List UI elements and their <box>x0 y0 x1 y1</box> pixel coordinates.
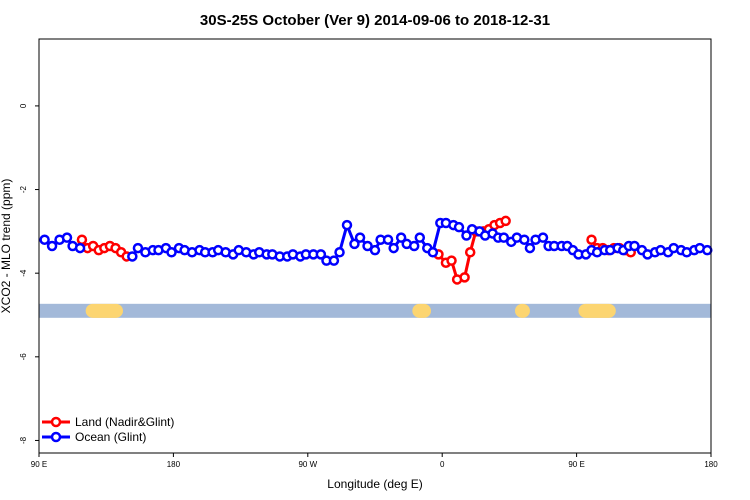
data-point <box>519 234 530 245</box>
data-point <box>166 247 177 258</box>
data-point <box>46 240 58 252</box>
data-point <box>524 242 536 254</box>
data-point <box>498 232 510 243</box>
x-tick-label: 90 E <box>568 460 584 469</box>
data-point <box>132 242 144 254</box>
data-point <box>61 232 73 243</box>
land-band-segment <box>85 303 123 318</box>
y-tick-label: -8 <box>19 436 28 444</box>
series-ocean <box>39 217 713 266</box>
data-point <box>362 240 373 252</box>
data-point <box>702 244 713 256</box>
data-point <box>459 272 470 283</box>
data-point <box>453 221 465 233</box>
y-tick-label: -2 <box>19 185 28 193</box>
legend-label-land: Land (Nadir&Glint) <box>75 415 174 429</box>
land-band-segment <box>412 303 431 318</box>
data-point <box>414 232 426 243</box>
plot-frame <box>38 38 712 454</box>
x-tick-label: 180 <box>167 460 181 469</box>
data-point <box>446 255 457 266</box>
data-point <box>408 240 420 252</box>
data-point <box>369 244 381 256</box>
y-tick-label: -6 <box>19 353 28 361</box>
series-layer <box>39 215 713 285</box>
legend-item-ocean: Ocean (Glint) <box>42 430 146 444</box>
ocean-band <box>39 303 711 318</box>
legend-item-land: Land (Nadir&Glint) <box>42 415 174 429</box>
y-axis-label: XCO2 - MLO trend (ppm) <box>0 179 13 314</box>
x-axis-label: Longitude (deg E) <box>327 477 422 491</box>
x-tick-label: 180 <box>704 460 718 469</box>
data-point <box>395 232 407 243</box>
data-point <box>127 251 138 262</box>
data-point <box>629 240 640 252</box>
legend-label-ocean: Ocean (Glint) <box>75 430 146 444</box>
data-point <box>76 234 88 245</box>
data-point <box>334 247 345 258</box>
y-tick-label: 0 <box>19 103 28 108</box>
chart-title: 30S-25S October (Ver 9) 2014-09-06 to 20… <box>200 12 550 29</box>
data-point <box>349 238 360 250</box>
x-tick-label: 90 W <box>298 460 317 469</box>
data-point <box>464 247 476 258</box>
x-axis: 90 E 180 90 W 0 90 E 180 <box>31 453 718 469</box>
legend-marker-ocean <box>50 431 62 443</box>
data-point <box>74 242 86 254</box>
x-tick-label: 90 E <box>31 460 47 469</box>
data-point <box>461 230 472 241</box>
data-point <box>382 234 394 245</box>
land-ocean-band <box>39 303 711 318</box>
data-point <box>341 219 353 231</box>
legend-marker-land <box>50 416 62 428</box>
data-point <box>427 247 439 258</box>
x-tick-label: 0 <box>440 460 445 469</box>
y-axis: 0 -2 -4 -6 -8 <box>19 103 39 444</box>
legend: Land (Nadir&Glint) Ocean (Glint) <box>42 415 174 444</box>
data-point <box>500 215 511 227</box>
data-point <box>586 234 597 245</box>
data-point <box>39 234 50 245</box>
data-point <box>328 255 340 266</box>
data-point <box>354 232 366 243</box>
data-point <box>388 242 399 254</box>
data-point <box>537 232 549 243</box>
land-band-segment <box>515 303 530 318</box>
y-tick-label: -4 <box>19 269 28 277</box>
data-point <box>315 249 327 260</box>
land-band-segment <box>578 303 616 318</box>
